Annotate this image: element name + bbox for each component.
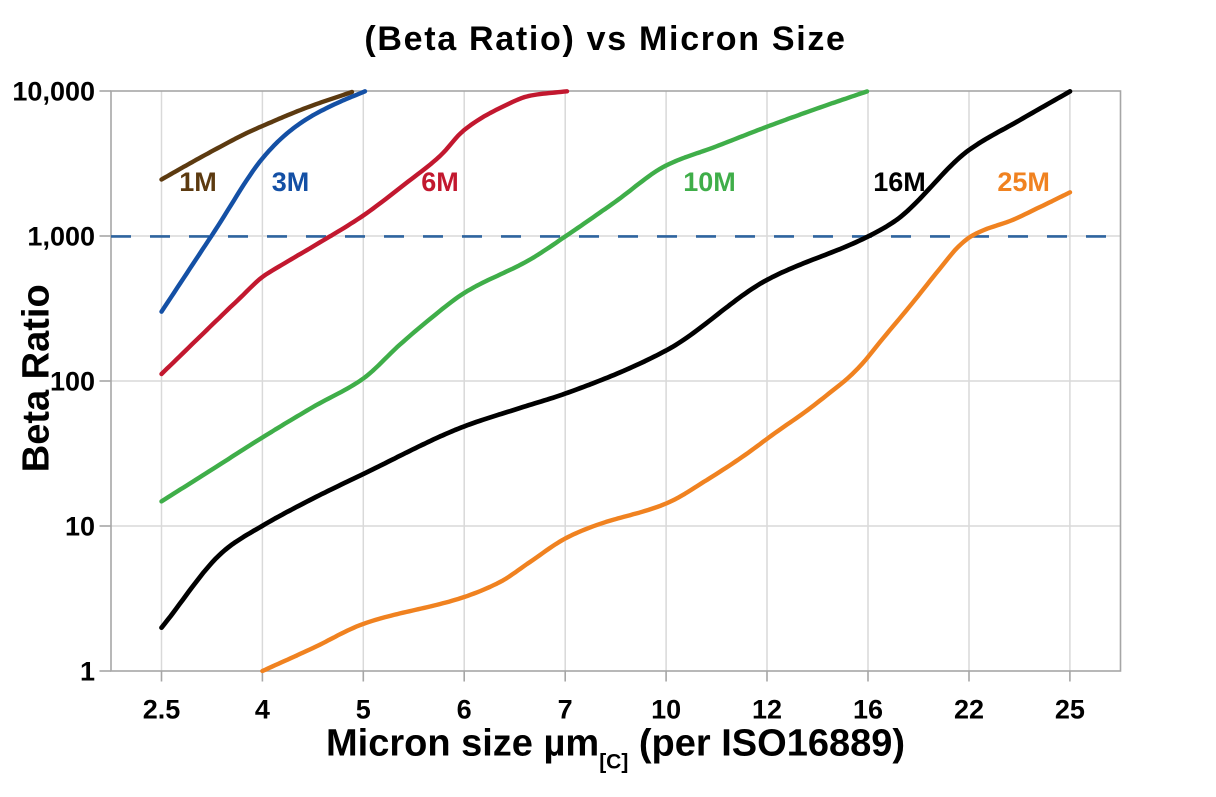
svg-text:7: 7: [558, 695, 573, 725]
svg-text:Beta Ratio: Beta Ratio: [16, 284, 58, 472]
svg-text:100: 100: [50, 367, 95, 397]
svg-text:10: 10: [65, 512, 95, 542]
svg-text:1: 1: [80, 657, 95, 687]
svg-text:10M: 10M: [683, 167, 736, 197]
svg-text:10,000: 10,000: [12, 77, 95, 107]
svg-text:12: 12: [752, 695, 782, 725]
svg-text:1M: 1M: [179, 167, 217, 197]
svg-text:4: 4: [255, 695, 270, 725]
svg-text:1,000: 1,000: [27, 222, 95, 252]
svg-text:10: 10: [651, 695, 681, 725]
svg-text:3M: 3M: [272, 167, 310, 197]
svg-text:5: 5: [356, 695, 371, 725]
svg-text:16: 16: [853, 695, 883, 725]
svg-text:(Beta Ratio) vs Micron Size: (Beta Ratio) vs Micron Size: [364, 20, 846, 58]
svg-text:6: 6: [457, 695, 472, 725]
svg-text:25M: 25M: [997, 167, 1050, 197]
svg-text:6M: 6M: [421, 167, 459, 197]
svg-text:22: 22: [954, 695, 984, 725]
svg-text:25: 25: [1055, 695, 1085, 725]
svg-text:2.5: 2.5: [143, 695, 181, 725]
svg-text:16M: 16M: [873, 167, 926, 197]
